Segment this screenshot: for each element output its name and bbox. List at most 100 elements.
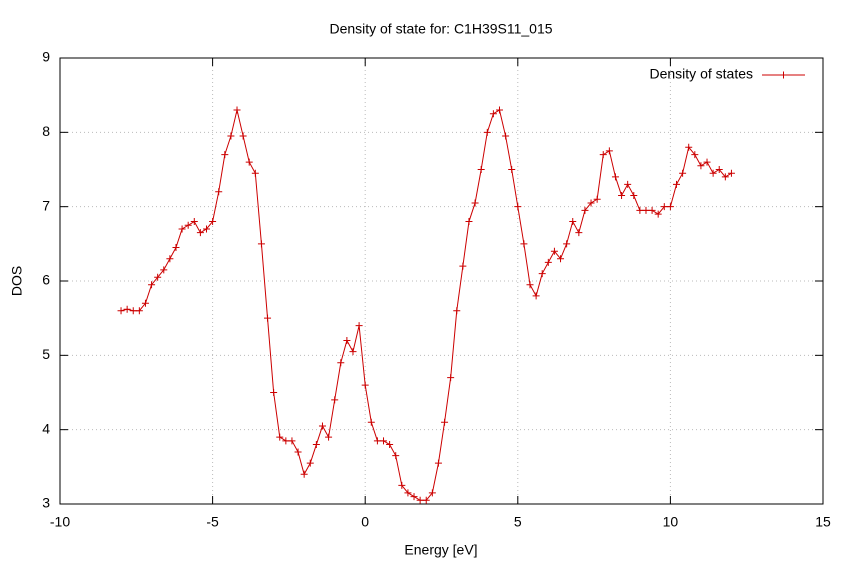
point-marker [355,322,363,330]
point-marker [721,173,729,181]
point-marker [715,166,723,173]
point-marker [599,151,607,159]
point-marker [312,441,320,449]
y-tick-label: 7 [42,197,50,213]
point-marker [581,206,589,214]
point-marker [221,151,229,159]
point-marker [624,180,632,188]
point-marker [557,255,565,263]
point-marker [642,206,650,214]
point-marker [294,448,302,456]
point-marker [703,158,711,166]
point-marker [422,496,430,504]
point-marker [532,292,540,300]
point-marker [373,437,381,445]
point-marker [172,244,180,252]
point-marker [135,307,143,315]
point-marker [343,336,351,344]
point-marker [276,433,284,441]
point-marker [691,151,699,159]
point-marker [251,169,259,177]
point-marker [123,305,131,313]
x-tick-label: -5 [206,514,219,530]
point-marker [117,307,125,315]
point-marker [520,240,528,248]
y-tick-label: 9 [42,49,50,65]
point-marker [257,240,265,248]
x-tick-label: -10 [50,514,70,530]
point-marker [300,470,308,478]
x-tick-label: 5 [514,514,522,530]
point-marker [282,437,290,445]
point-marker [550,247,558,255]
point-marker [697,162,705,170]
point-marker [636,206,644,214]
point-marker [666,203,674,211]
point-marker [605,147,613,155]
point-marker [367,418,375,426]
point-marker [495,106,503,114]
point-marker [154,273,162,281]
point-marker [569,218,577,226]
point-marker [337,359,345,367]
point-marker [416,496,424,504]
point-marker [160,266,168,274]
point-marker [148,281,156,289]
x-axis-label: Energy [eV] [404,542,477,558]
series-line [120,109,732,501]
legend-label: Density of states [650,66,754,82]
point-marker [239,132,247,140]
point-marker [526,281,534,289]
point-marker [502,132,510,140]
point-marker [196,229,204,237]
point-marker [575,229,583,237]
point-marker [398,481,406,489]
point-marker [380,437,388,445]
point-marker [227,132,235,140]
point-marker [361,381,369,389]
point-marker [434,459,442,467]
point-marker [331,396,339,404]
point-marker [392,452,400,460]
point-marker [630,192,638,200]
point-marker [349,348,357,356]
point-marker [202,225,210,233]
point-marker [471,199,479,207]
point-marker [129,307,137,315]
point-marker [233,106,241,114]
y-tick-label: 6 [42,272,50,288]
point-marker [245,158,253,166]
point-marker [447,374,455,382]
point-marker [654,210,662,218]
point-marker [441,418,449,426]
point-marker [459,262,467,270]
point-marker [648,206,656,214]
point-marker [270,389,278,396]
point-marker [679,169,687,177]
point-marker [611,173,619,181]
point-marker [428,489,436,497]
point-marker [190,218,198,226]
plot-frame [59,57,824,505]
point-marker [477,166,485,173]
point-marker [404,489,412,497]
point-marker [544,258,552,266]
point-marker [386,441,394,449]
point-marker [288,437,296,445]
point-marker [453,307,461,315]
point-marker [685,143,693,151]
x-tick-label: 15 [815,514,831,530]
point-marker [141,299,149,307]
point-marker [673,180,681,188]
y-tick-label: 5 [42,346,50,362]
point-marker [178,225,186,233]
point-marker [306,459,314,467]
x-tick-label: 10 [663,514,679,530]
point-marker [709,169,717,177]
point-marker [593,195,601,203]
y-tick-label: 8 [42,123,50,139]
point-marker [184,221,192,229]
y-tick-label: 3 [42,495,50,511]
